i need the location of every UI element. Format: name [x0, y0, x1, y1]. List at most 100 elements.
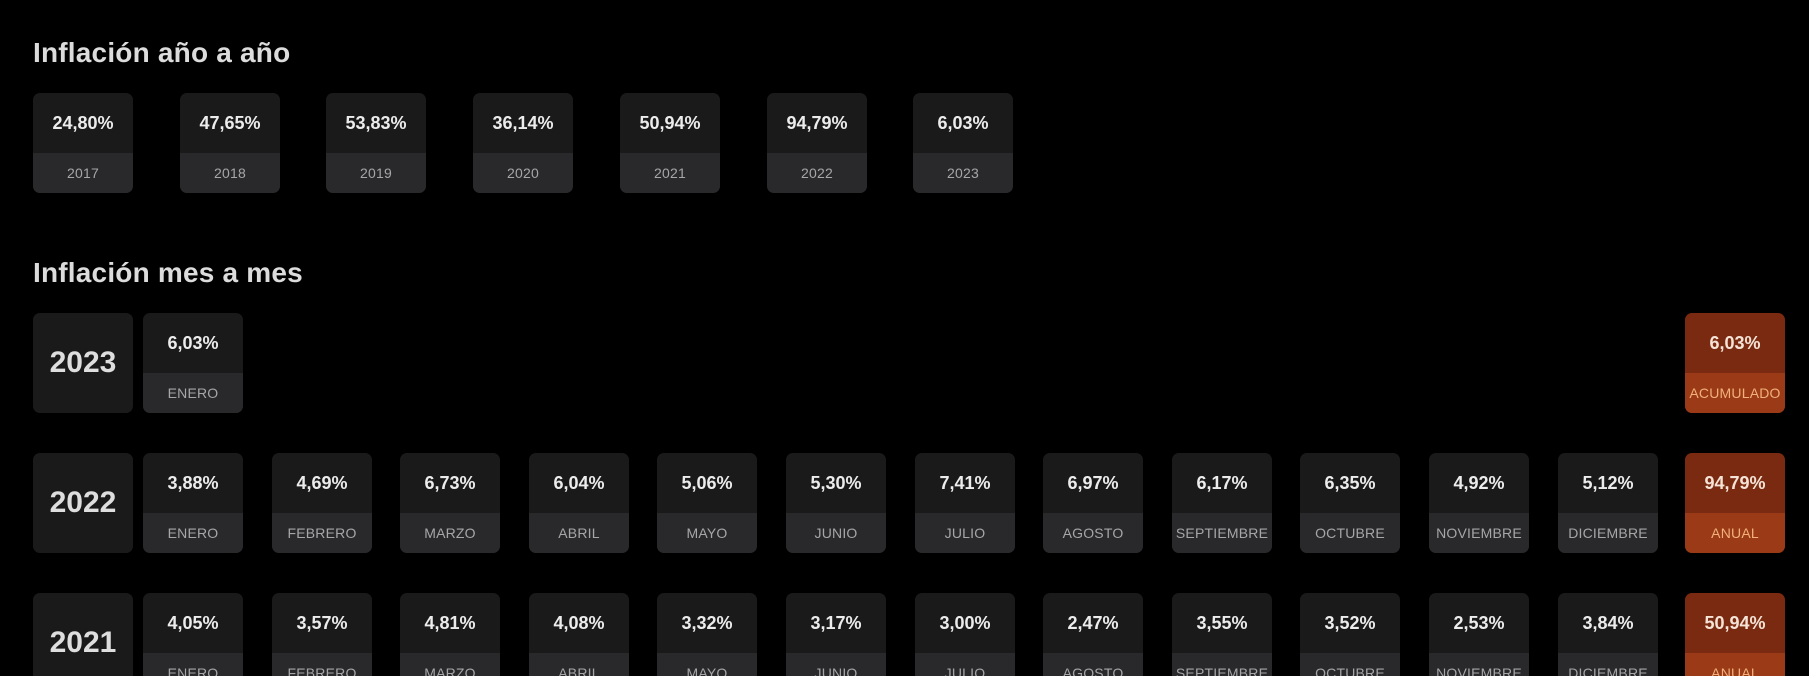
month-card-value: 2,53%: [1453, 612, 1505, 633]
month-card-value: 3,84%: [1582, 612, 1634, 633]
month-card-label: ENERO: [143, 373, 243, 413]
summary-card-value: 50,94%: [1704, 612, 1766, 633]
month-card: 3,32% MAYO: [657, 593, 757, 676]
summary-card: 6,03% ACUMULADO: [1685, 313, 1785, 413]
month-card: 3,17% JUNIO: [786, 593, 886, 676]
summary-card: 50,94% ANUAL: [1685, 593, 1785, 676]
month-card: 3,52% OCTUBRE: [1300, 593, 1400, 676]
month-card: 5,12% DICIEMBRE: [1558, 453, 1658, 553]
yearly-card-value: 50,94%: [639, 112, 701, 133]
month-card: 2,47% AGOSTO: [1043, 593, 1143, 676]
summary-card-value: 94,79%: [1704, 472, 1766, 493]
yearly-card-label: 2017: [33, 153, 133, 193]
summary-card-label: ACUMULADO: [1685, 373, 1785, 413]
month-card-label: ENERO: [143, 513, 243, 553]
month-card-value: 3,00%: [939, 612, 991, 633]
summary-card-label: ANUAL: [1685, 513, 1785, 553]
month-card-value: 6,04%: [553, 472, 605, 493]
month-card: 5,06% MAYO: [657, 453, 757, 553]
month-card-label: OCTUBRE: [1300, 513, 1400, 553]
month-card-value: 4,69%: [296, 472, 348, 493]
summary-card-value: 6,03%: [1709, 332, 1761, 353]
month-card-label: SEPTIEMBRE: [1172, 513, 1272, 553]
month-card: 4,81% MARZO: [400, 593, 500, 676]
yearly-card-label: 2020: [473, 153, 573, 193]
month-card-value: 3,88%: [167, 472, 219, 493]
month-card: 3,55% SEPTIEMBRE: [1172, 593, 1272, 676]
month-card-label: MARZO: [400, 653, 500, 676]
month-card-value: 3,32%: [681, 612, 733, 633]
month-card-value: 4,08%: [553, 612, 605, 633]
month-card-value: 5,06%: [681, 472, 733, 493]
yearly-card-value: 6,03%: [937, 112, 989, 133]
month-card-value: 5,12%: [1582, 472, 1634, 493]
month-card: 4,92% NOVIEMBRE: [1429, 453, 1529, 553]
month-card-value: 3,57%: [296, 612, 348, 633]
month-card-label: JULIO: [915, 653, 1015, 676]
month-card: 3,57% FEBRERO: [272, 593, 372, 676]
yearly-card-label: 2023: [913, 153, 1013, 193]
yearly-card: 24,80% 2017: [33, 93, 133, 193]
yearly-card-label: 2018: [180, 153, 280, 193]
month-card-label: DICIEMBRE: [1558, 513, 1658, 553]
row-year: 2022: [33, 453, 133, 553]
month-card: 3,88% ENERO: [143, 453, 243, 553]
month-card-label: JULIO: [915, 513, 1015, 553]
month-card: 4,69% FEBRERO: [272, 453, 372, 553]
month-card-value: 6,35%: [1324, 472, 1376, 493]
yearly-card-label: 2022: [767, 153, 867, 193]
month-card-label: FEBRERO: [272, 653, 372, 676]
month-card: 6,03% ENERO: [143, 313, 243, 413]
month-card-label: MARZO: [400, 513, 500, 553]
month-card-value: 3,17%: [810, 612, 862, 633]
month-card: 3,00% JULIO: [915, 593, 1015, 676]
month-card-label: MAYO: [657, 653, 757, 676]
month-card-label: AGOSTO: [1043, 513, 1143, 553]
month-card: 6,73% MARZO: [400, 453, 500, 553]
yearly-card-label: 2021: [620, 153, 720, 193]
summary-card-label: ANUAL: [1685, 653, 1785, 676]
yearly-card-value: 94,79%: [786, 112, 848, 133]
month-card: 6,97% AGOSTO: [1043, 453, 1143, 553]
month-card: 4,05% ENERO: [143, 593, 243, 676]
month-card-value: 3,55%: [1196, 612, 1248, 633]
month-card-label: JUNIO: [786, 653, 886, 676]
yearly-card-label: 2019: [326, 153, 426, 193]
month-card-label: FEBRERO: [272, 513, 372, 553]
yearly-section-title: Inflación año a año: [33, 37, 291, 68]
yearly-card-value: 47,65%: [199, 112, 261, 133]
monthly-section-title: Inflación mes a mes: [33, 257, 303, 288]
month-card-label: ABRIL: [529, 653, 629, 676]
row-year: 2021: [33, 593, 133, 676]
month-card-label: OCTUBRE: [1300, 653, 1400, 676]
month-card: 5,30% JUNIO: [786, 453, 886, 553]
month-card-value: 6,97%: [1067, 472, 1119, 493]
month-card: 6,35% OCTUBRE: [1300, 453, 1400, 553]
month-card-label: ABRIL: [529, 513, 629, 553]
month-card-value: 6,17%: [1196, 472, 1248, 493]
yearly-card: 47,65% 2018: [180, 93, 280, 193]
yearly-card-value: 36,14%: [492, 112, 554, 133]
yearly-card-value: 24,80%: [52, 112, 114, 133]
month-card-label: AGOSTO: [1043, 653, 1143, 676]
summary-card: 94,79% ANUAL: [1685, 453, 1785, 553]
month-card-label: MAYO: [657, 513, 757, 553]
month-card: 6,04% ABRIL: [529, 453, 629, 553]
month-card-label: NOVIEMBRE: [1429, 513, 1529, 553]
month-card: 3,84% DICIEMBRE: [1558, 593, 1658, 676]
month-card-label: ENERO: [143, 653, 243, 676]
month-card-value: 4,05%: [167, 612, 219, 633]
month-card-value: 6,03%: [167, 332, 219, 353]
month-card: 2,53% NOVIEMBRE: [1429, 593, 1529, 676]
month-card-value: 5,30%: [810, 472, 862, 493]
month-card-value: 7,41%: [939, 472, 991, 493]
month-card-label: SEPTIEMBRE: [1172, 653, 1272, 676]
yearly-card: 6,03% 2023: [913, 93, 1013, 193]
month-card-value: 2,47%: [1067, 612, 1119, 633]
month-card-value: 4,81%: [424, 612, 476, 633]
month-card: 6,17% SEPTIEMBRE: [1172, 453, 1272, 553]
month-card-label: JUNIO: [786, 513, 886, 553]
yearly-card: 36,14% 2020: [473, 93, 573, 193]
yearly-card: 94,79% 2022: [767, 93, 867, 193]
